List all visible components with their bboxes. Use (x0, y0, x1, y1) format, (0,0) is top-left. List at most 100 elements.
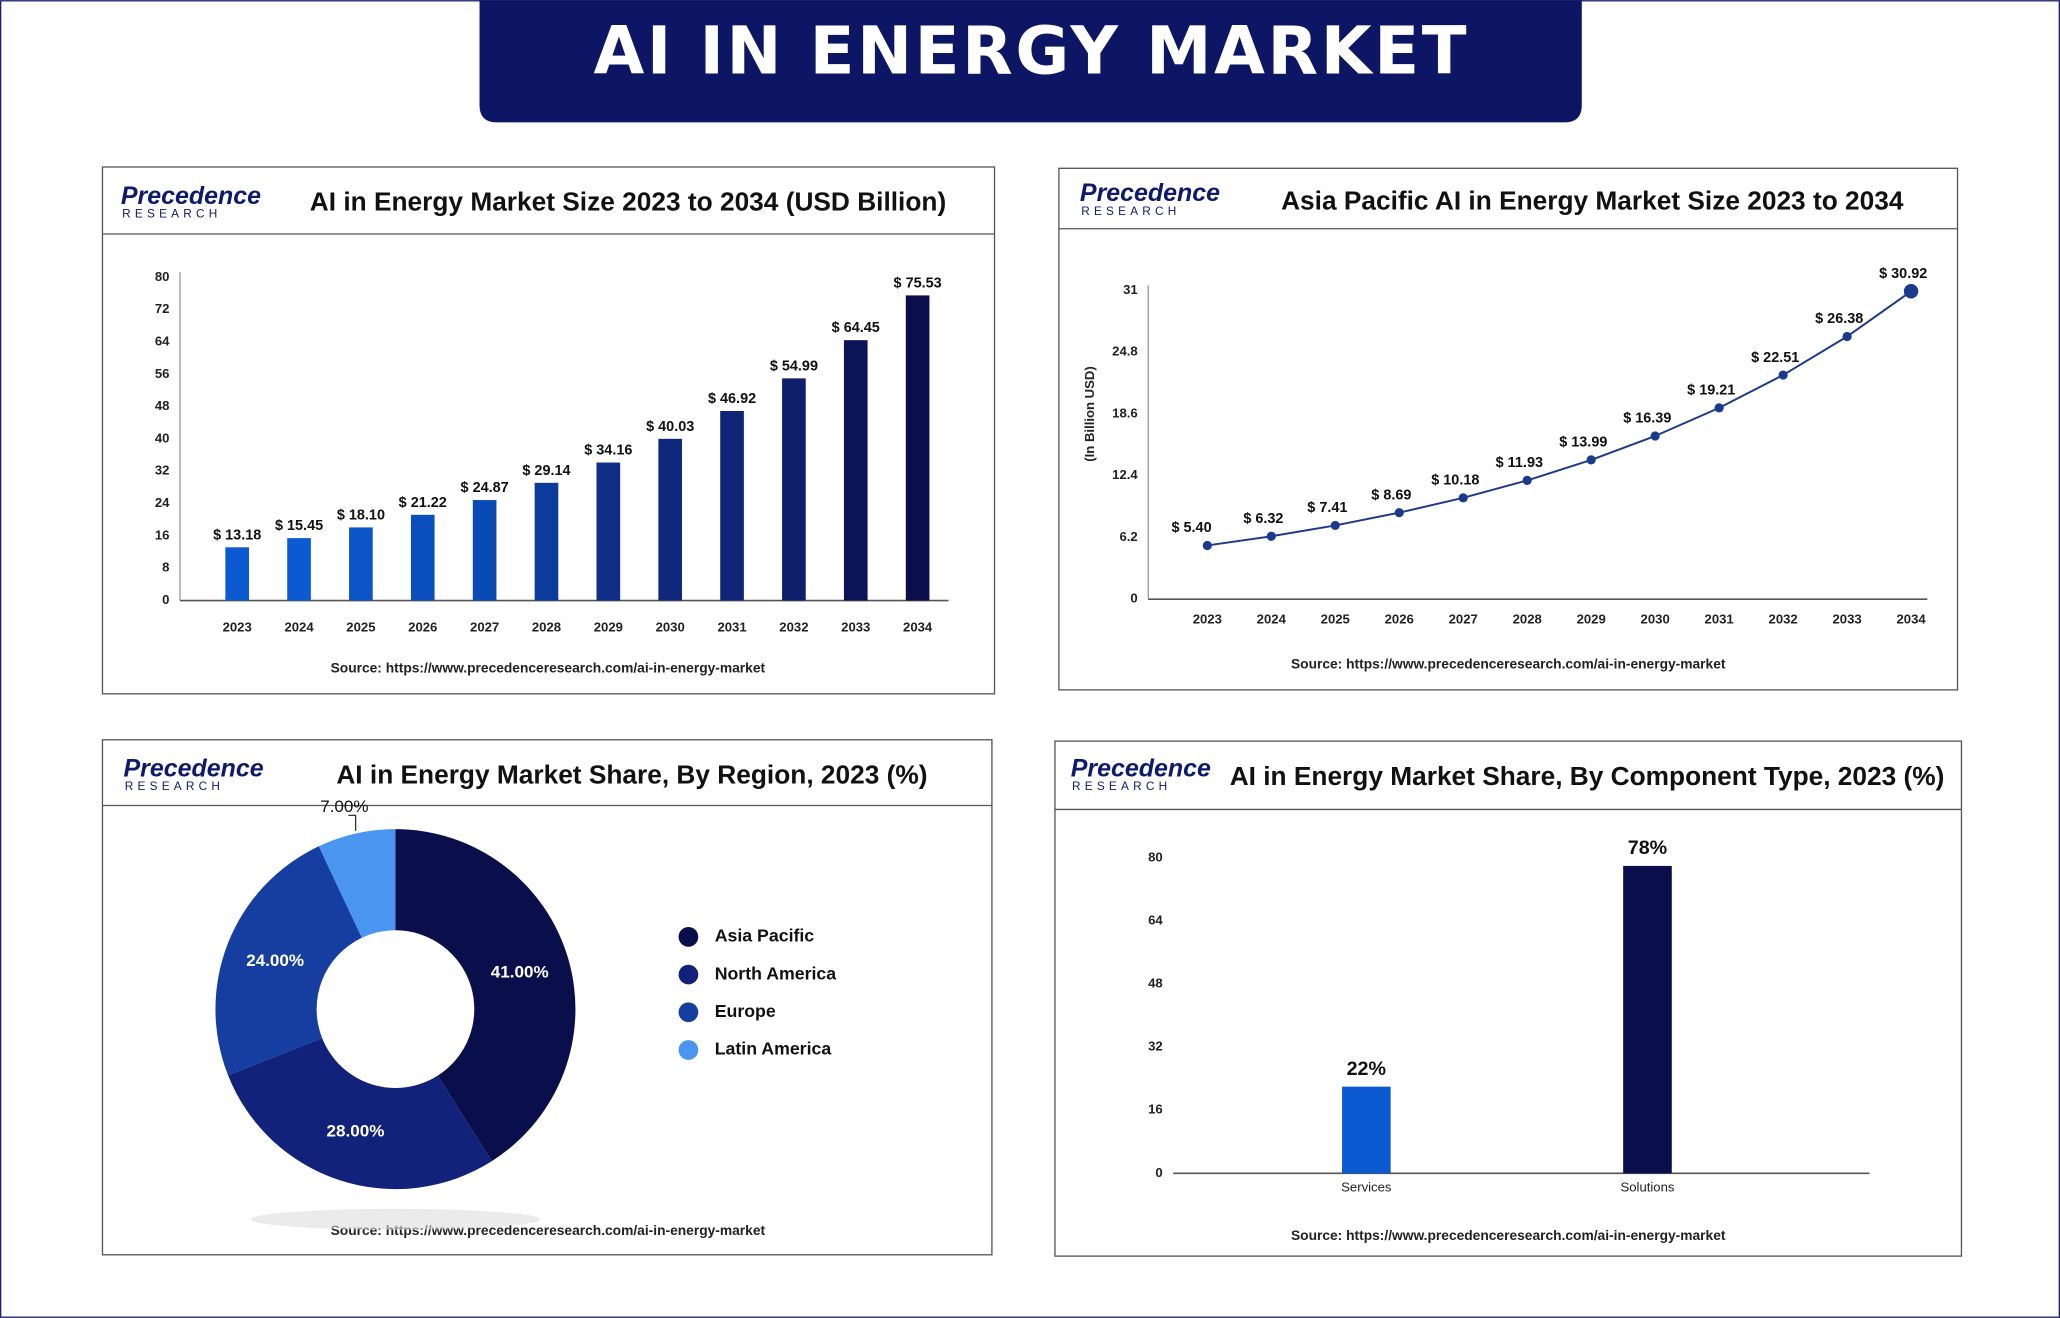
chart-title: AI in Energy Market Size 2023 to 2034 (U… (310, 187, 946, 217)
y-tick-label: 0 (162, 592, 169, 607)
legend-label: Europe (715, 1001, 776, 1021)
point (1778, 370, 1788, 380)
y-tick-label: 8 (162, 560, 169, 575)
value-label: 7.00% (320, 797, 368, 816)
value-label: $ 30.92 (1879, 266, 1927, 282)
value-label: 24.00% (246, 951, 304, 970)
x-tick-label: 2030 (656, 620, 685, 635)
x-tick-label: 2032 (1769, 612, 1798, 627)
y-tick-label: 32 (155, 463, 170, 478)
legend-label: North America (715, 963, 837, 983)
value-label: 78% (1628, 837, 1667, 859)
x-tick-label: 2034 (1896, 612, 1926, 627)
x-tick-label: 2029 (1577, 612, 1606, 627)
legend-swatch (678, 1002, 699, 1023)
bar (1342, 1086, 1391, 1174)
bar (534, 482, 559, 601)
logo-tagline: RESEARCH (1081, 204, 1180, 218)
legend-label: Latin America (715, 1039, 832, 1059)
value-label: $ 13.99 (1559, 435, 1607, 451)
value-label: $ 15.45 (275, 518, 323, 534)
x-tick-label: 2028 (1513, 612, 1542, 627)
y-tick-label: 40 (155, 430, 170, 445)
logo-name: Precedence (1080, 179, 1220, 207)
value-label: $ 34.16 (584, 443, 632, 459)
y-tick-label: 48 (155, 398, 170, 413)
bar (472, 500, 497, 601)
value-label: $ 18.10 (337, 507, 385, 523)
y-tick-label: 56 (155, 366, 170, 381)
point (1202, 540, 1212, 551)
x-tick-label: 2026 (1385, 612, 1414, 627)
y-tick-label: 80 (1148, 850, 1163, 865)
y-tick-label: 0 (1155, 1165, 1162, 1180)
logo-name: Precedence (123, 755, 263, 783)
y-tick-label: 0 (1130, 591, 1137, 606)
x-tick-label: 2027 (1449, 612, 1478, 627)
y-tick-label: 80 (155, 269, 170, 284)
x-tick-label: 2024 (284, 620, 314, 635)
chart-title: Asia Pacific AI in Energy Market Size 20… (1281, 185, 1904, 215)
value-label: $ 13.18 (213, 527, 261, 543)
bar (225, 547, 250, 601)
value-label: $ 64.45 (832, 320, 880, 336)
panel (1054, 740, 1963, 1257)
value-label: $ 10.18 (1431, 473, 1479, 489)
x-tick-label: 2033 (841, 620, 870, 635)
value-label: $ 54.99 (770, 358, 818, 374)
y-tick-label: 31 (1123, 282, 1138, 297)
source-note: Source: https://www.precedenceresearch.c… (1291, 657, 1726, 672)
x-tick-label: 2031 (717, 620, 746, 635)
legend-swatch (678, 964, 699, 985)
y-tick-label: 18.6 (1112, 405, 1138, 420)
y-tick-label: 72 (155, 301, 170, 316)
x-tick-label: 2028 (532, 620, 561, 635)
line (1207, 290, 1912, 547)
pie-slice (228, 1038, 492, 1190)
panel (1058, 167, 1959, 691)
logo-name: Precedence (121, 182, 261, 210)
x-tick-label: 2023 (1193, 612, 1222, 627)
value-label: $ 16.39 (1623, 411, 1671, 427)
chart-title: AI in Energy Market Share, By Region, 20… (336, 760, 927, 790)
point (1903, 284, 1919, 299)
point (1458, 493, 1468, 503)
logo-tagline: RESEARCH (1072, 779, 1171, 793)
value-label: 28.00% (327, 1122, 385, 1141)
legend-swatch (678, 1040, 699, 1060)
bar (782, 378, 806, 601)
title-banner (479, 0, 1582, 123)
leader-line (348, 814, 357, 831)
value-label: $ 40.03 (646, 419, 694, 435)
bar (596, 462, 621, 601)
legend-label: Asia Pacific (715, 926, 815, 946)
y-tick-label: 16 (155, 527, 170, 542)
bar (658, 438, 683, 601)
point (1586, 455, 1596, 465)
bar (905, 295, 930, 601)
value-label: $ 26.38 (1815, 311, 1863, 327)
value-label: $ 21.22 (399, 495, 447, 511)
point (1650, 431, 1660, 441)
x-tick-label: 2031 (1705, 612, 1734, 627)
bar (720, 410, 744, 601)
y-tick-label: 64 (1148, 913, 1163, 928)
x-tick-label: 2024 (1257, 612, 1287, 627)
value-label: $ 5.40 (1171, 520, 1211, 536)
logo-tagline: RESEARCH (125, 779, 224, 793)
y-tick-label: 24.8 (1112, 344, 1138, 359)
pie-shadow (250, 1208, 540, 1230)
chart-title: AI in Energy Market Share, By Component … (1230, 761, 1945, 791)
bar (843, 340, 868, 601)
y-tick-label: 32 (1148, 1039, 1163, 1054)
x-tick-label: 2027 (470, 620, 499, 635)
bar (1623, 865, 1672, 1174)
point (1522, 475, 1532, 486)
legend-swatch (678, 927, 699, 947)
y-tick-label: 6.2 (1119, 529, 1137, 544)
value-label: $ 8.69 (1371, 487, 1411, 503)
y-axis-label: (In Billion USD) (1082, 366, 1097, 462)
x-tick-label: 2023 (223, 620, 252, 635)
value-label: 41.00% (491, 963, 549, 982)
